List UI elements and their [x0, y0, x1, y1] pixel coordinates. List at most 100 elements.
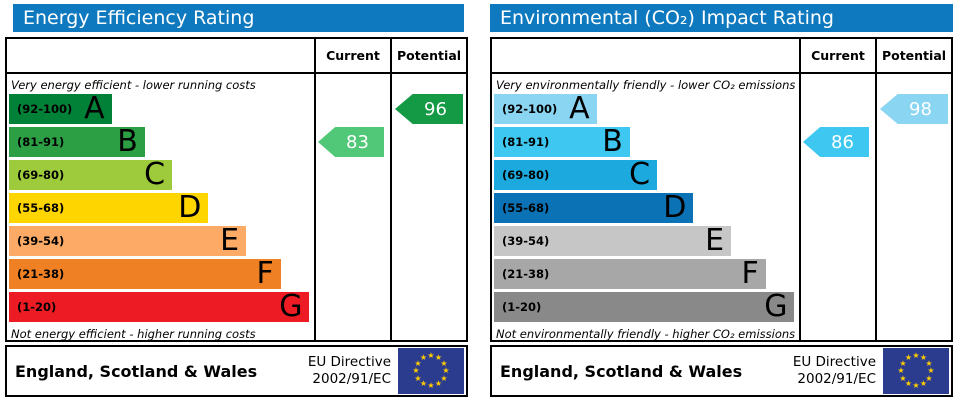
eu-flag-star: ★ — [927, 366, 935, 375]
bands-area: Very energy efficient - lower running co… — [7, 74, 314, 340]
band-range-label: (69-80) — [17, 168, 65, 182]
band-range-label: (1-20) — [17, 300, 57, 314]
band-row: (55-68) D — [9, 193, 311, 226]
potential-column-header: Potential — [390, 39, 466, 72]
eu-directive-line2: 2002/91/EC — [312, 371, 391, 387]
chart-header-spacer — [492, 39, 799, 72]
band-range-label: (92-100) — [17, 102, 73, 116]
eu-flag-star: ★ — [904, 378, 913, 388]
band-c-bar: (69-80) C — [9, 160, 173, 190]
eu-flag-star: ★ — [434, 353, 443, 362]
band-range-label: (81-91) — [502, 135, 550, 149]
eu-flag-star: ★ — [414, 373, 422, 383]
band-letter: F — [741, 256, 759, 291]
band-range-label: (21-38) — [502, 267, 550, 281]
energy-rating-chart: Current Potential Very energy efficient … — [5, 37, 468, 342]
eu-flag-star: ★ — [440, 373, 448, 383]
current-rating-arrow: 83 — [318, 127, 384, 157]
band-row: (39-54) E — [494, 226, 796, 259]
band-row: (81-91) B — [9, 127, 311, 160]
band-row: (39-54) E — [9, 226, 311, 259]
band-range-label: (81-91) — [17, 135, 65, 149]
band-letter: B — [117, 124, 138, 159]
potential-column: 98 — [875, 74, 951, 340]
band-range-label: (69-80) — [502, 168, 550, 182]
environmental-panel-title: Environmental (CO₂) Impact Rating — [490, 4, 953, 32]
band-letter: E — [220, 223, 240, 258]
band-c-bar: (69-80) C — [494, 157, 658, 192]
band-row: (92-100) A — [9, 94, 311, 127]
bottom-note: Not energy efficient - higher running co… — [11, 327, 256, 340]
eu-directive-label: EU Directive 2002/91/EC — [793, 354, 876, 388]
eu-flag-star: ★ — [899, 373, 907, 383]
band-letter: B — [602, 124, 623, 159]
eu-flag-star: ★ — [912, 351, 920, 360]
band-row: (69-80) C — [9, 160, 311, 193]
band-letter: E — [705, 223, 725, 258]
eu-flag-star: ★ — [899, 358, 907, 368]
eu-flag-star: ★ — [897, 366, 905, 375]
band-d-bar: (55-68) D — [494, 190, 694, 225]
band-e-bar: (39-54) E — [9, 223, 247, 258]
band-g-bar: (1-20) G — [494, 289, 795, 324]
eu-flag-star: ★ — [919, 378, 928, 388]
band-row: (81-91) B — [494, 127, 796, 160]
eu-flag-star: ★ — [412, 366, 420, 375]
band-d-bar: (55-68) D — [9, 190, 209, 225]
eu-flag-star: ★ — [419, 378, 428, 388]
band-row: (21-38) F — [9, 259, 311, 292]
eu-flag-star: ★ — [434, 378, 443, 388]
top-note: Very energy efficient - lower running co… — [11, 78, 256, 92]
eu-flag-star: ★ — [440, 358, 448, 368]
eu-flag-star: ★ — [427, 351, 435, 360]
eu-flag-star: ★ — [904, 353, 913, 362]
band-f-bar: (21-38) F — [9, 259, 281, 289]
chart-header-row: Current Potential — [492, 39, 951, 74]
eu-directive-line1: EU Directive — [307, 354, 391, 371]
chart-header-spacer — [7, 39, 314, 72]
chart-body: Very environmentally friendly - lower CO… — [492, 74, 951, 340]
eu-directive-label: EU Directive 2002/91/EC — [308, 354, 391, 388]
band-range-label: (21-38) — [17, 267, 65, 281]
chart-header-row: Current Potential — [7, 39, 466, 74]
eu-flag-icon: ★ ★ ★ ★ ★ ★ ★ ★ ★ ★ ★ ★ — [883, 348, 949, 394]
band-row: (1-20) G — [494, 292, 796, 325]
bands-area: Very environmentally friendly - lower CO… — [492, 74, 799, 340]
band-letter: F — [256, 256, 274, 291]
band-g-bar: (1-20) G — [9, 292, 310, 322]
band-range-label: (39-54) — [17, 234, 65, 248]
eu-flag-star: ★ — [912, 381, 920, 390]
eu-flag-icon: ★ ★ ★ ★ ★ ★ ★ ★ ★ ★ ★ ★ — [398, 348, 464, 394]
panel-footer: England, Scotland & Wales EU Directive 2… — [490, 345, 953, 397]
band-row: (21-38) F — [494, 259, 796, 292]
band-letter: D — [178, 190, 202, 225]
band-range-label: (39-54) — [502, 234, 550, 248]
energy-panel-title: Energy Efficiency Rating — [13, 4, 464, 32]
band-letter: A — [84, 91, 105, 126]
chart-body: Very energy efficient - lower running co… — [7, 74, 466, 340]
top-note: Very environmentally friendly - lower CO… — [496, 78, 796, 92]
band-letter: D — [663, 190, 687, 225]
potential-rating-arrow: 98 — [880, 94, 948, 124]
eu-flag-star: ★ — [419, 353, 428, 362]
band-letter: G — [764, 289, 788, 324]
current-column: 83 — [314, 74, 390, 340]
band-row: (92-100) A — [494, 94, 796, 127]
band-row: (55-68) D — [494, 193, 796, 226]
region-label: England, Scotland & Wales — [15, 361, 258, 381]
potential-column-header: Potential — [875, 39, 951, 72]
energy-efficiency-panel: Energy Efficiency Rating Current Potenti… — [5, 4, 468, 397]
panel-footer: England, Scotland & Wales EU Directive 2… — [5, 345, 468, 397]
eu-directive-line1: EU Directive — [792, 354, 876, 371]
current-column-header: Current — [799, 39, 875, 72]
band-range-label: (92-100) — [502, 102, 558, 116]
environmental-impact-panel: Environmental (CO₂) Impact Rating Curren… — [490, 4, 953, 397]
eu-flag-star: ★ — [442, 366, 450, 375]
band-f-bar: (21-38) F — [494, 259, 766, 289]
band-range-label: (1-20) — [502, 300, 542, 314]
band-e-bar: (39-54) E — [494, 223, 732, 258]
band-a-bar: (92-100) A — [9, 94, 112, 124]
band-letter: C — [629, 157, 651, 192]
band-range-label: (55-68) — [17, 201, 65, 215]
